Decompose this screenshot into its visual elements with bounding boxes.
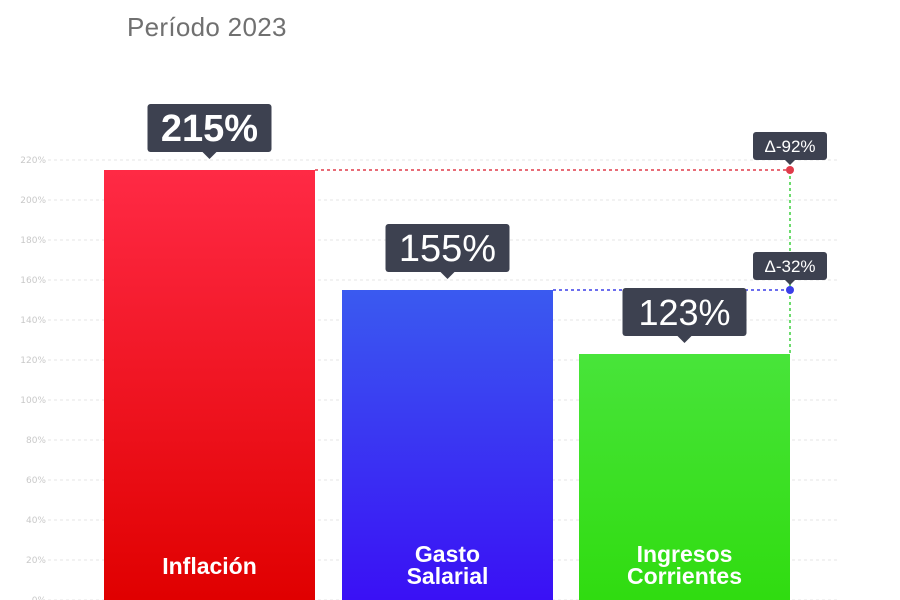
delta-marker — [786, 286, 794, 294]
bar — [104, 170, 315, 600]
delta-callout: Δ-32% — [753, 252, 827, 285]
delta-marker — [786, 166, 794, 174]
bar — [579, 354, 790, 600]
y-tick-label: 140% — [20, 316, 46, 326]
y-tick-label: 120% — [20, 356, 46, 366]
y-tick-label: 20% — [26, 556, 46, 566]
y-tick-label: 80% — [26, 436, 46, 446]
delta-label: Δ-32% — [764, 257, 815, 276]
value-label: 215% — [161, 108, 258, 150]
value-label: 123% — [638, 292, 730, 333]
value-labels: 215% 155% 123% — [147, 104, 747, 343]
delta-callout: Δ-92% — [753, 132, 827, 165]
category-label: Ingresos — [637, 541, 733, 567]
y-tick-label: 40% — [26, 516, 46, 526]
value-callout: 215% — [147, 104, 272, 159]
y-tick-label: 0% — [32, 596, 47, 600]
y-tick-label: 100% — [20, 396, 46, 406]
y-tick-label: 60% — [26, 476, 46, 486]
bar — [342, 290, 553, 600]
y-tick-label: 220% — [20, 156, 46, 166]
delta-annotations: Δ-92% Δ-32% — [315, 132, 827, 354]
y-tick-label: 160% — [20, 276, 46, 286]
value-callout: 155% — [385, 224, 510, 279]
y-axis-ticks: 0% 20% 40% 60% 80% 100% 120% 140% 160% 180% 200% 22… — [20, 156, 46, 600]
y-tick-label: 200% — [20, 196, 46, 206]
value-callout: 123% — [622, 288, 747, 343]
category-label: Salarial — [407, 563, 489, 589]
category-label: Corrientes — [627, 563, 742, 589]
chart-subtitle: Período 2023 — [127, 12, 287, 42]
value-label: 155% — [399, 228, 496, 270]
y-tick-label: 180% — [20, 236, 46, 246]
category-label: Gasto — [415, 541, 480, 567]
category-label: Inflación — [162, 553, 257, 579]
delta-label: Δ-92% — [764, 137, 815, 156]
